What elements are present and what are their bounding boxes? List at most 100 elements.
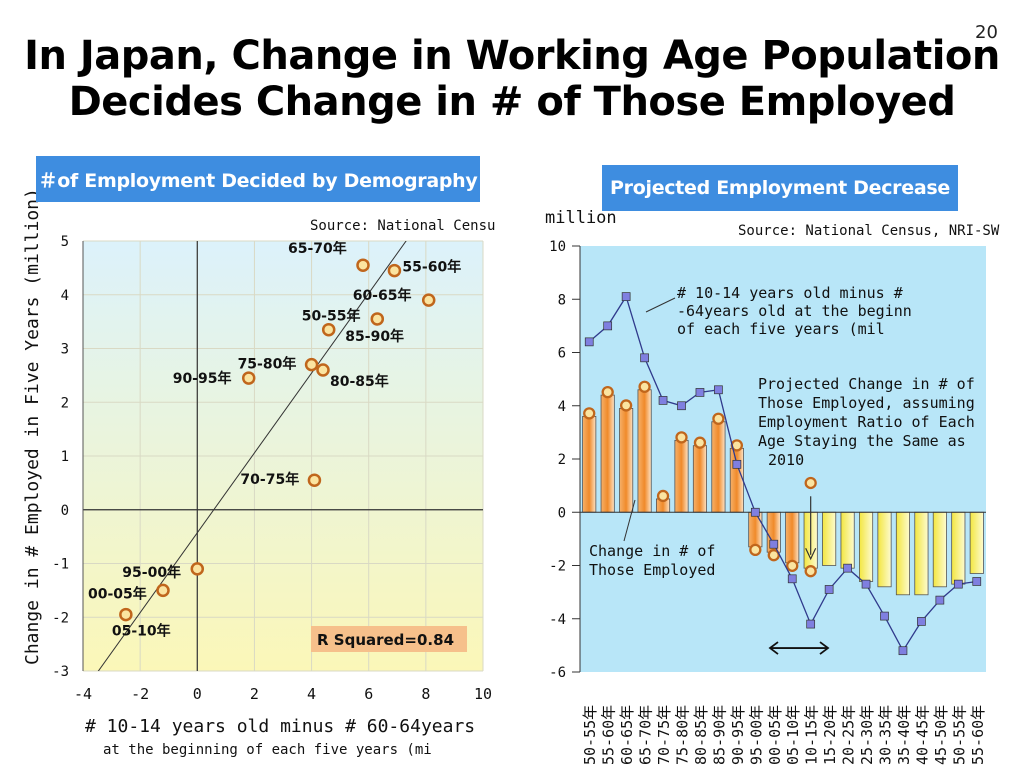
scatter-point <box>387 263 402 278</box>
scatter-y-tick-label: 3 <box>61 342 69 358</box>
bar-unit-label: million <box>545 208 617 228</box>
bar <box>619 408 634 513</box>
projection-annotation-text: Projected Change in # of <box>758 375 975 393</box>
line-point <box>640 353 649 363</box>
bar-value-marker <box>693 436 707 449</box>
scatter-x-tick-label: 6 <box>364 685 373 703</box>
scatter-point <box>321 322 336 337</box>
line-annotation-text: of each five years (mil <box>677 320 885 338</box>
bar <box>822 511 837 566</box>
line-point <box>953 579 963 589</box>
line-point <box>658 396 668 405</box>
bar <box>692 445 707 513</box>
scatter-y-tick-label: 4 <box>61 288 69 304</box>
scatter-x-axis-label: # 10-14 years old minus # 60-64years <box>85 716 475 737</box>
scatter-x-tick-label: 4 <box>307 685 316 703</box>
bar-category-label: 50-55年 <box>581 705 599 765</box>
bar-value-marker <box>804 565 817 578</box>
bar-category-label: 50-55年 <box>950 705 968 765</box>
line-annotation-pointer <box>645 297 676 313</box>
scatter-x-axis-label-2: at the beginning of each five years (mi <box>103 742 432 758</box>
line-point <box>898 646 908 656</box>
bar <box>729 447 744 513</box>
scatter-point <box>304 357 319 372</box>
bar-category-label: 20-25年 <box>840 705 858 765</box>
projection-annotation-text: Those Employed, assuming <box>758 394 975 412</box>
bar-category-label: 70-75年 <box>655 705 673 765</box>
bar <box>674 439 689 513</box>
slide-title-line2: Decides Change in # of Those Employed <box>68 79 956 125</box>
bar-category-label: 35-40年 <box>895 705 913 765</box>
projection-arrow-head <box>805 547 817 561</box>
line-annotation-text: -64years old at the beginn <box>677 302 912 320</box>
bar-value-marker <box>638 380 651 393</box>
left-banner: ＃of Employment Decided by Demography <box>36 156 480 202</box>
scatter-point <box>307 473 322 487</box>
line-point <box>824 585 834 594</box>
bar <box>895 511 910 596</box>
scatter-point-label: 05-10年 <box>112 623 171 640</box>
line-point <box>603 321 613 331</box>
scatter-point-label: 55-60年 <box>402 259 461 276</box>
bar-value-marker <box>619 399 633 412</box>
bar <box>951 511 966 585</box>
scatter-point <box>316 363 330 377</box>
range-arrow-left-head <box>768 641 779 655</box>
scatter-trendline <box>97 241 407 671</box>
change-annotation-pointer <box>623 499 636 542</box>
line-point <box>750 507 760 517</box>
bar <box>969 511 984 574</box>
right-source-text: Source: National Census, NRI-SW <box>738 223 1000 239</box>
bar-y-tick-label: 6 <box>558 346 566 362</box>
scatter-x-tick-label: 0 <box>193 685 202 703</box>
bar-y-tick-label: 2 <box>558 452 566 468</box>
bar-value-marker <box>675 431 688 444</box>
change-annotation-text: Those Employed <box>589 561 715 579</box>
bar-category-label: 40-45年 <box>913 705 931 765</box>
scatter-point <box>119 607 133 622</box>
scatter-x-tick-label: 2 <box>250 685 259 703</box>
scatter-y-tick-label: -3 <box>52 664 69 680</box>
line-series <box>588 295 977 652</box>
scatter-point <box>190 562 205 576</box>
scatter-y-tick-label: -2 <box>52 610 69 626</box>
bar-category-label: 80-85年 <box>692 705 710 765</box>
bar <box>932 511 947 588</box>
scatter-point-label: 70-75年 <box>240 471 299 488</box>
line-point <box>806 619 816 629</box>
scatter-y-axis-label: Change in # Employed in Five Years (mill… <box>22 188 43 665</box>
scatter-point-label: 65-70年 <box>288 240 347 257</box>
bar <box>582 415 597 513</box>
bar-category-label: 75-80年 <box>674 705 692 765</box>
bar-y-tick-label: -2 <box>549 559 566 575</box>
bar <box>637 389 652 513</box>
bar-value-marker <box>656 489 670 503</box>
bar-category-label: 00-05年 <box>766 705 784 765</box>
slide-title-line1: In Japan, Change in Working Age Populati… <box>24 33 1000 79</box>
bar <box>785 511 800 564</box>
line-point <box>714 385 723 395</box>
bar <box>711 421 726 513</box>
line-point <box>935 595 945 605</box>
bar-category-label: 95-00年 <box>747 705 765 765</box>
bar-category-label: 65-70年 <box>637 705 655 765</box>
projection-marker <box>804 476 817 490</box>
line-point <box>861 579 871 589</box>
bar <box>748 511 763 548</box>
bar <box>877 511 892 588</box>
scatter-point-label: 95-00年 <box>122 564 181 581</box>
scatter-point-label: 90-95年 <box>173 370 232 387</box>
bar-value-marker <box>767 549 780 562</box>
scatter-point-label: 00-05年 <box>88 585 147 602</box>
line-point <box>584 337 594 347</box>
bar-category-label: 90-95年 <box>729 705 747 765</box>
scatter-point-label: 50-55年 <box>302 308 361 325</box>
bar-category-label: 15-20年 <box>821 705 839 765</box>
line-point <box>972 577 982 586</box>
scatter-point <box>421 293 436 307</box>
scatter-x-tick-label: 8 <box>421 685 430 703</box>
bar-category-label: 10-15年 <box>803 705 821 765</box>
scatter-point <box>356 258 370 272</box>
bar-y-tick-label: -6 <box>549 665 566 681</box>
